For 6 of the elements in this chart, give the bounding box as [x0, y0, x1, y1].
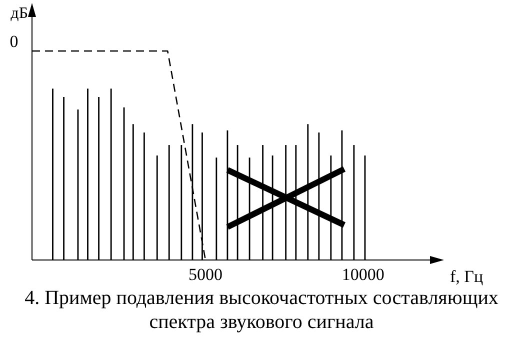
- x-axis-title: f, Гц: [450, 267, 484, 286]
- y-axis-title: дБ: [10, 5, 28, 22]
- x-tick-label: 5000: [188, 265, 222, 284]
- text: 4. Пример подавления высокочастотных составляющих спектра звукового сигнала: [24, 286, 500, 334]
- x-tick-label: 10000: [342, 265, 384, 284]
- text: 0: [10, 32, 18, 51]
